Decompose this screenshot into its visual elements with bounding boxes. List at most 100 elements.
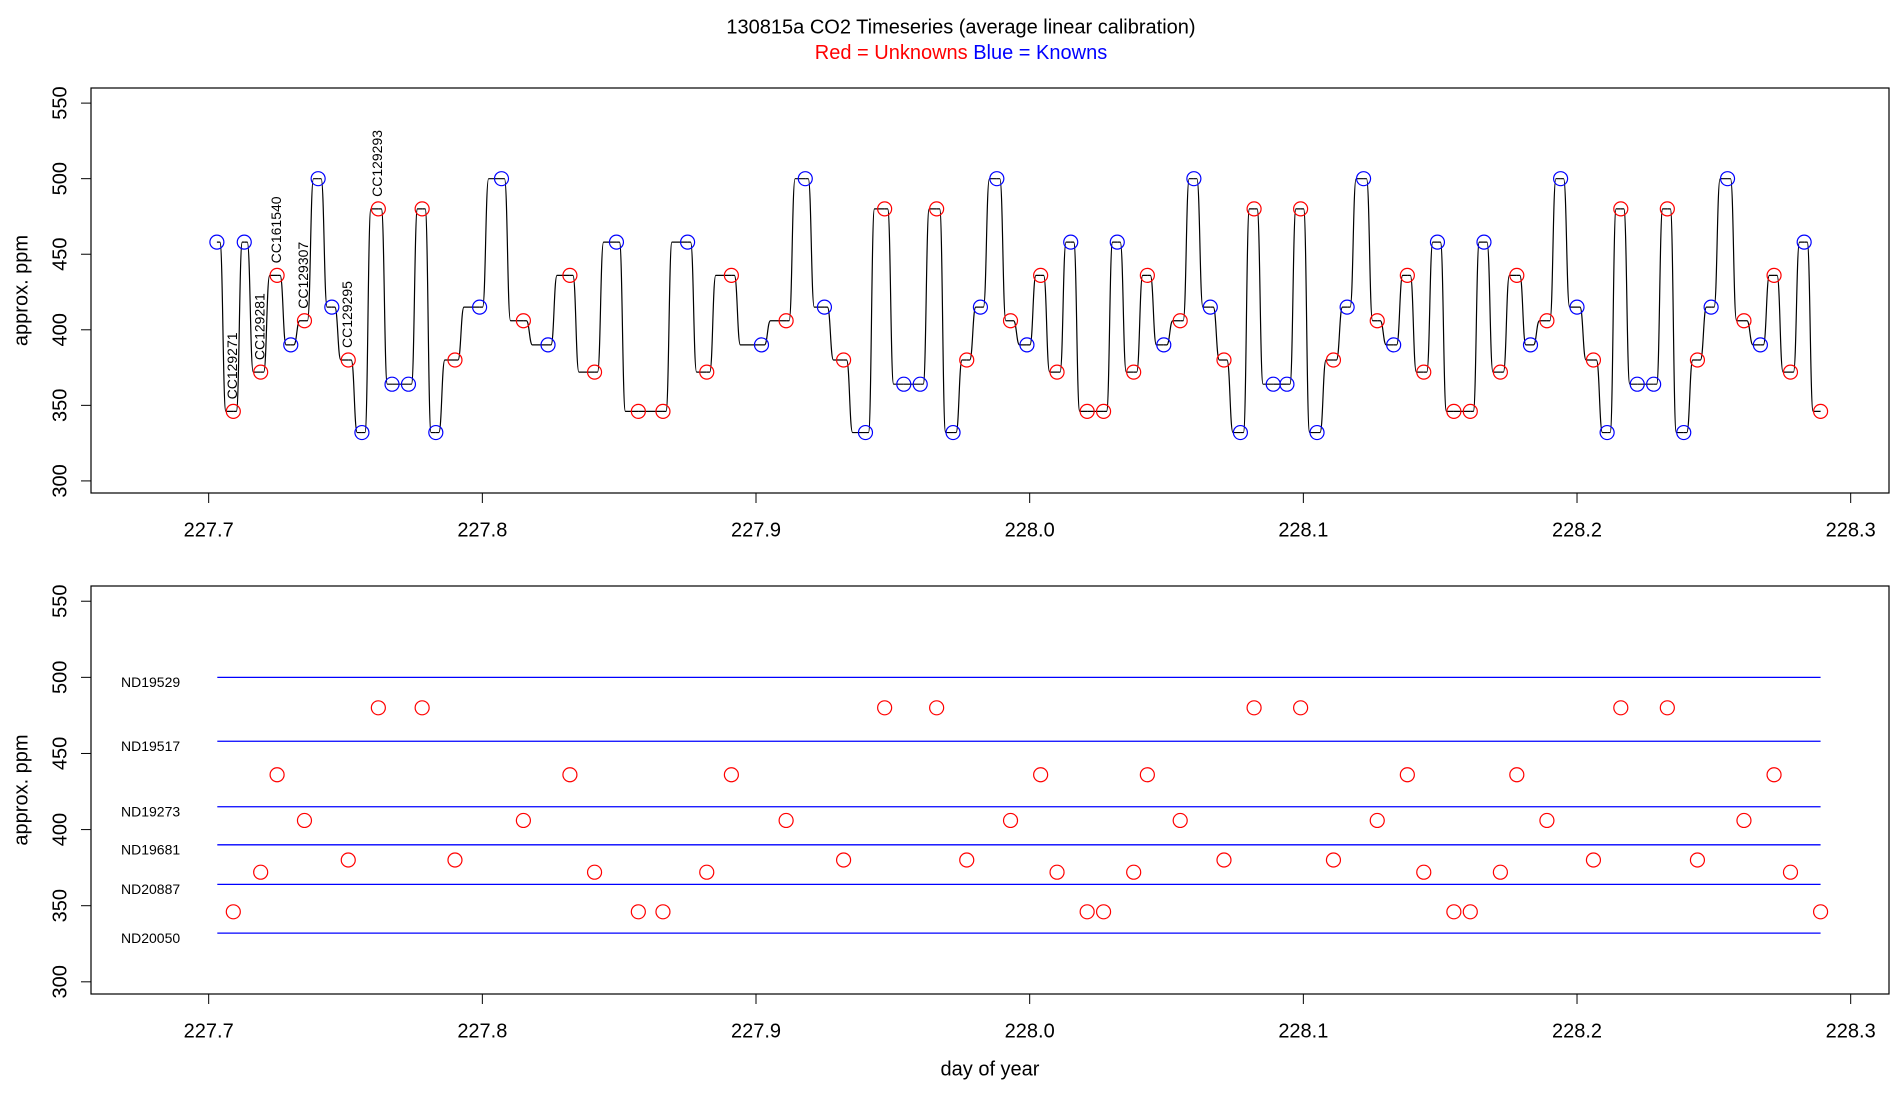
point [1033,767,1049,783]
point [354,424,370,441]
trace-segment [479,178,502,308]
trace-segment [996,178,1011,322]
trace-segment [1697,306,1712,361]
y-tick-label: 400 [49,813,71,846]
trace-segment [662,241,688,412]
point [1139,267,1155,283]
point [1246,201,1262,217]
point [1539,812,1555,829]
trace-segment [594,241,617,373]
trace-segment [1163,320,1181,346]
point [296,313,313,329]
trace-segment [1070,241,1088,412]
reference-label: ND19517 [121,738,180,754]
trace-segment [1546,178,1561,322]
point [1446,904,1462,920]
y-axis-label: approx. ppm [10,235,32,346]
point [370,700,386,716]
point [1049,864,1065,880]
point [1476,234,1492,250]
point [877,201,893,217]
trace-segment [1423,241,1438,373]
point [912,376,928,392]
point [1766,267,1782,283]
point [1355,171,1372,187]
point [1172,812,1188,829]
x-tick-label: 228.2 [1552,519,1602,541]
point [586,864,603,880]
trace-segment [1516,274,1531,346]
point [959,852,975,868]
point [1613,201,1629,217]
trace-segment [361,208,379,434]
point [1172,313,1188,329]
trace-segment [569,274,595,373]
point [296,812,313,829]
point [1719,171,1736,187]
point [608,234,625,250]
point [428,424,444,441]
trace-segment [865,208,885,434]
legend-unknowns: Red = Unknowns [815,42,968,64]
y-tick-label: 400 [49,313,71,346]
trace-segment [1483,241,1501,373]
point [1689,852,1706,868]
trace-segment [304,178,319,322]
point [1386,337,1402,353]
point [1416,364,1432,380]
point [929,700,945,716]
point [929,201,945,217]
point [699,364,715,380]
y-tick-label: 350 [49,889,71,922]
x-tick-label: 228.1 [1278,1020,1328,1042]
point [1509,267,1525,283]
trace-segment [1147,274,1164,346]
trace-segment [1711,178,1728,308]
point [493,171,510,187]
point [269,267,285,283]
point [797,171,813,187]
point [1246,700,1262,716]
point [877,700,893,716]
trace-segment [1760,274,1775,346]
point [1202,299,1218,315]
point [1752,337,1768,353]
reference-label: ND20887 [121,881,180,897]
trace-segment [348,359,362,434]
trace-segment [1040,274,1058,373]
point [1736,812,1752,829]
point [1539,313,1555,329]
point [1509,767,1525,783]
trace-segment [706,274,732,373]
point [400,376,417,392]
point [1659,201,1675,217]
point [1569,299,1585,315]
point [1369,313,1385,329]
point [1156,337,1172,353]
point-label: CC129271 [224,332,240,399]
trace-segment [966,306,981,361]
point-label: CC129295 [339,281,355,348]
trace-segment [687,241,707,373]
trace-segment [1607,208,1621,434]
point [1646,376,1662,392]
trace-segment [1026,274,1041,346]
trace-segment [1180,178,1194,322]
x-tick-label: 227.7 [184,1020,234,1042]
point [1293,700,1309,716]
point [1293,201,1309,217]
plot-frame [90,87,1890,494]
x-tick-label: 228.3 [1826,1020,1876,1042]
x-axis-label: day of year [941,1058,1040,1080]
point [1339,299,1355,315]
trace-segment [1010,320,1027,346]
trace-segment [1333,306,1348,361]
trace-segment [435,359,455,434]
trace-segment [805,178,825,308]
trace-segment [884,208,904,385]
point [1585,352,1602,368]
point [1109,234,1125,250]
point [679,234,696,250]
trace-segment [1103,241,1118,412]
point [225,403,241,419]
